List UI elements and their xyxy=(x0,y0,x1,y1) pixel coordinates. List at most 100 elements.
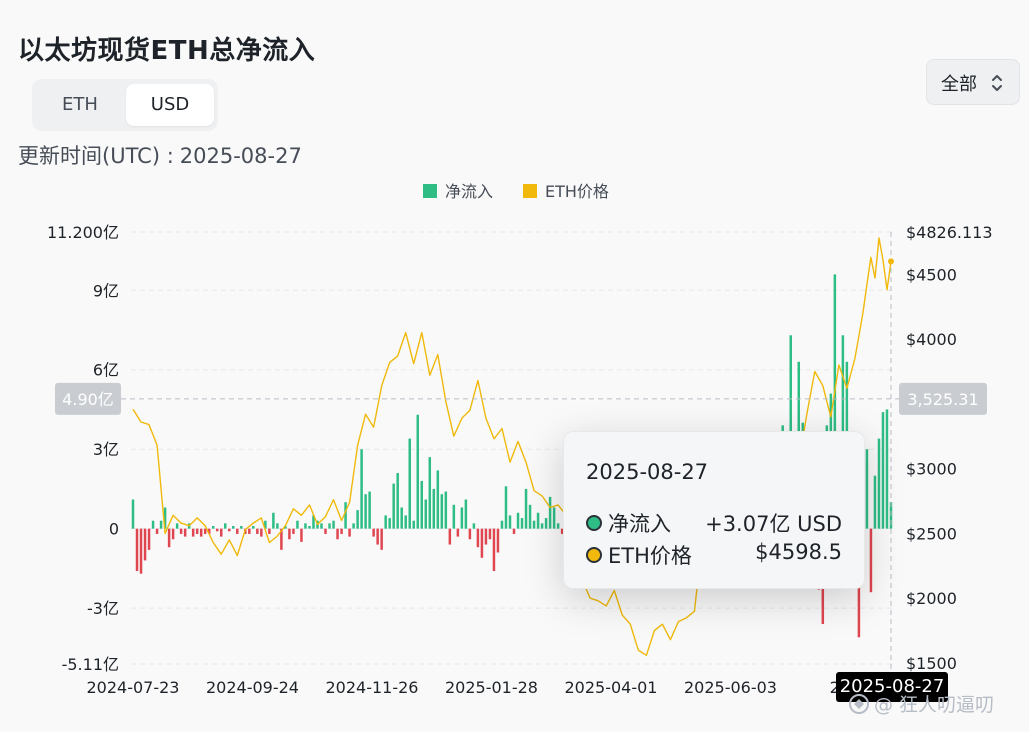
netflow-bar-inflow xyxy=(420,480,424,529)
x-tick-label: 2025-06-03 xyxy=(684,678,777,697)
netflow-bar-outflow xyxy=(203,528,207,534)
netflow-bar-outflow xyxy=(147,528,151,550)
netflow-bar-inflow xyxy=(460,507,464,529)
netflow-bar-outflow xyxy=(456,528,460,537)
netflow-bar-outflow xyxy=(260,528,263,537)
netflow-bar-outflow xyxy=(512,528,516,534)
netflow-bar-outflow xyxy=(336,528,339,540)
y-left-tick-label: 3亿 xyxy=(93,440,119,459)
netflow-bar-outflow xyxy=(324,528,327,534)
unit-usd-tab[interactable]: USD xyxy=(126,84,214,126)
y-left-tick-label: 6亿 xyxy=(93,361,119,380)
tooltip-price-label: ETH价格 xyxy=(608,544,692,568)
netflow-bar-outflow xyxy=(488,528,492,540)
netflow-bar-outflow xyxy=(236,528,239,534)
netflow-bar-outflow xyxy=(869,528,873,593)
netflow-bar-outflow xyxy=(448,528,452,545)
tooltip-netflow-value: +3.07亿 USD xyxy=(705,512,842,536)
netflow-bar-inflow xyxy=(436,470,440,529)
netflow-bar-outflow xyxy=(468,528,472,540)
netflow-bar-inflow xyxy=(500,520,504,529)
netflow-bar-outflow xyxy=(215,528,219,532)
netflow-bar-inflow xyxy=(131,499,135,529)
tooltip-date: 2025-08-27 xyxy=(586,460,709,484)
sort-chevrons-icon xyxy=(992,75,1002,91)
netflow-bar-outflow xyxy=(288,528,291,540)
y-right-tick-label: $4826.113 xyxy=(906,223,993,242)
x-tick-label: 2025-04-01 xyxy=(565,678,658,697)
netflow-bar-outflow xyxy=(560,528,564,534)
netflow-bar-inflow xyxy=(232,526,235,529)
netflow-bar-inflow xyxy=(296,520,299,529)
netflow-bar-inflow xyxy=(356,510,359,529)
netflow-bar-outflow xyxy=(372,528,375,537)
y-left-tick-label: 9亿 xyxy=(93,281,119,300)
netflow-bar-outflow xyxy=(476,528,480,548)
netflow-bar-inflow xyxy=(151,520,155,529)
unit-eth-tab[interactable]: ETH xyxy=(62,94,98,115)
netflow-bar-inflow xyxy=(528,504,532,529)
y-right-tick-label: $4500 xyxy=(906,265,957,284)
netflow-bar-inflow xyxy=(264,520,267,529)
legend-price-label: ETH价格 xyxy=(545,182,609,201)
range-select[interactable]: 全部 xyxy=(926,59,1020,105)
netflow-bar-inflow xyxy=(284,526,287,529)
netflow-bar-outflow xyxy=(199,528,203,537)
netflow-bar-inflow xyxy=(312,515,315,529)
netflow-bar-outflow xyxy=(256,528,259,534)
legend-netflow[interactable]: 净流入 xyxy=(423,178,493,202)
legend-price-swatch xyxy=(523,184,537,198)
netflow-bar-inflow xyxy=(865,449,869,529)
page-title: 以太坊现货ETH总净流入 xyxy=(18,36,316,66)
netflow-bar-inflow xyxy=(544,518,548,529)
legend-netflow-label: 净流入 xyxy=(445,182,494,201)
netflow-bar-inflow xyxy=(272,512,275,529)
netflow-bar-inflow xyxy=(252,526,255,529)
netflow-bar-outflow xyxy=(292,528,295,534)
tooltip-netflow-label: 净流入 xyxy=(608,512,671,536)
netflow-dot-icon xyxy=(586,515,602,531)
netflow-bar-inflow xyxy=(552,507,556,529)
netflow-bar-inflow xyxy=(320,523,323,529)
netflow-bar-inflow xyxy=(881,412,885,529)
price-point-marker xyxy=(887,258,894,265)
netflow-bar-outflow xyxy=(135,528,139,572)
netflow-bar-inflow xyxy=(416,414,419,529)
netflow-bar-inflow xyxy=(548,496,552,529)
netflow-bar-inflow xyxy=(444,491,448,529)
netflow-bar-inflow xyxy=(328,523,331,529)
netflow-bar-inflow xyxy=(440,494,444,529)
netflow-bar-outflow xyxy=(280,528,283,550)
netflow-bar-inflow xyxy=(159,520,163,529)
netflow-bar-inflow xyxy=(524,488,528,529)
crosshair-left-label-bg xyxy=(55,382,121,415)
netflow-bar-inflow xyxy=(276,523,279,529)
netflow-bar-outflow xyxy=(340,528,343,534)
chart-tooltip: 2025-08-27 净流入 +3.07亿 USD ETH价格 $4598.5 xyxy=(563,431,865,589)
netflow-bar-inflow xyxy=(833,274,837,529)
price-dot-icon xyxy=(586,547,602,563)
netflow-bar-inflow xyxy=(360,449,363,529)
x-tick-label: 2024-11-26 xyxy=(326,678,419,697)
netflow-bar-outflow xyxy=(492,528,496,572)
netflow-bar-inflow xyxy=(240,526,243,529)
netflow-bar-outflow xyxy=(348,528,351,537)
netflow-bar-inflow xyxy=(877,438,881,529)
netflow-bar-inflow xyxy=(508,515,512,529)
netflow-bar-inflow xyxy=(368,491,371,529)
netflow-bar-outflow xyxy=(496,528,500,553)
netflow-bar-outflow xyxy=(167,528,171,548)
y-left-tick-label: 11.200亿 xyxy=(47,223,119,242)
unit-toggle: ETH USD xyxy=(32,79,218,131)
netflow-bar-inflow xyxy=(516,512,520,529)
netflow-bar-outflow xyxy=(195,528,199,534)
netflow-bar-outflow xyxy=(248,528,251,534)
legend-price[interactable]: ETH价格 xyxy=(523,178,609,202)
y-left-tick-label: -5.11亿 xyxy=(62,655,119,674)
x-tick-label: 2025-01-28 xyxy=(445,678,538,697)
crosshair-right-label: 3,525.31 xyxy=(907,390,978,409)
netflow-bar-outflow xyxy=(268,528,271,534)
netflow-bar-inflow xyxy=(175,523,179,529)
netflow-bar-outflow xyxy=(484,528,488,545)
netflow-bar-inflow xyxy=(432,488,436,529)
